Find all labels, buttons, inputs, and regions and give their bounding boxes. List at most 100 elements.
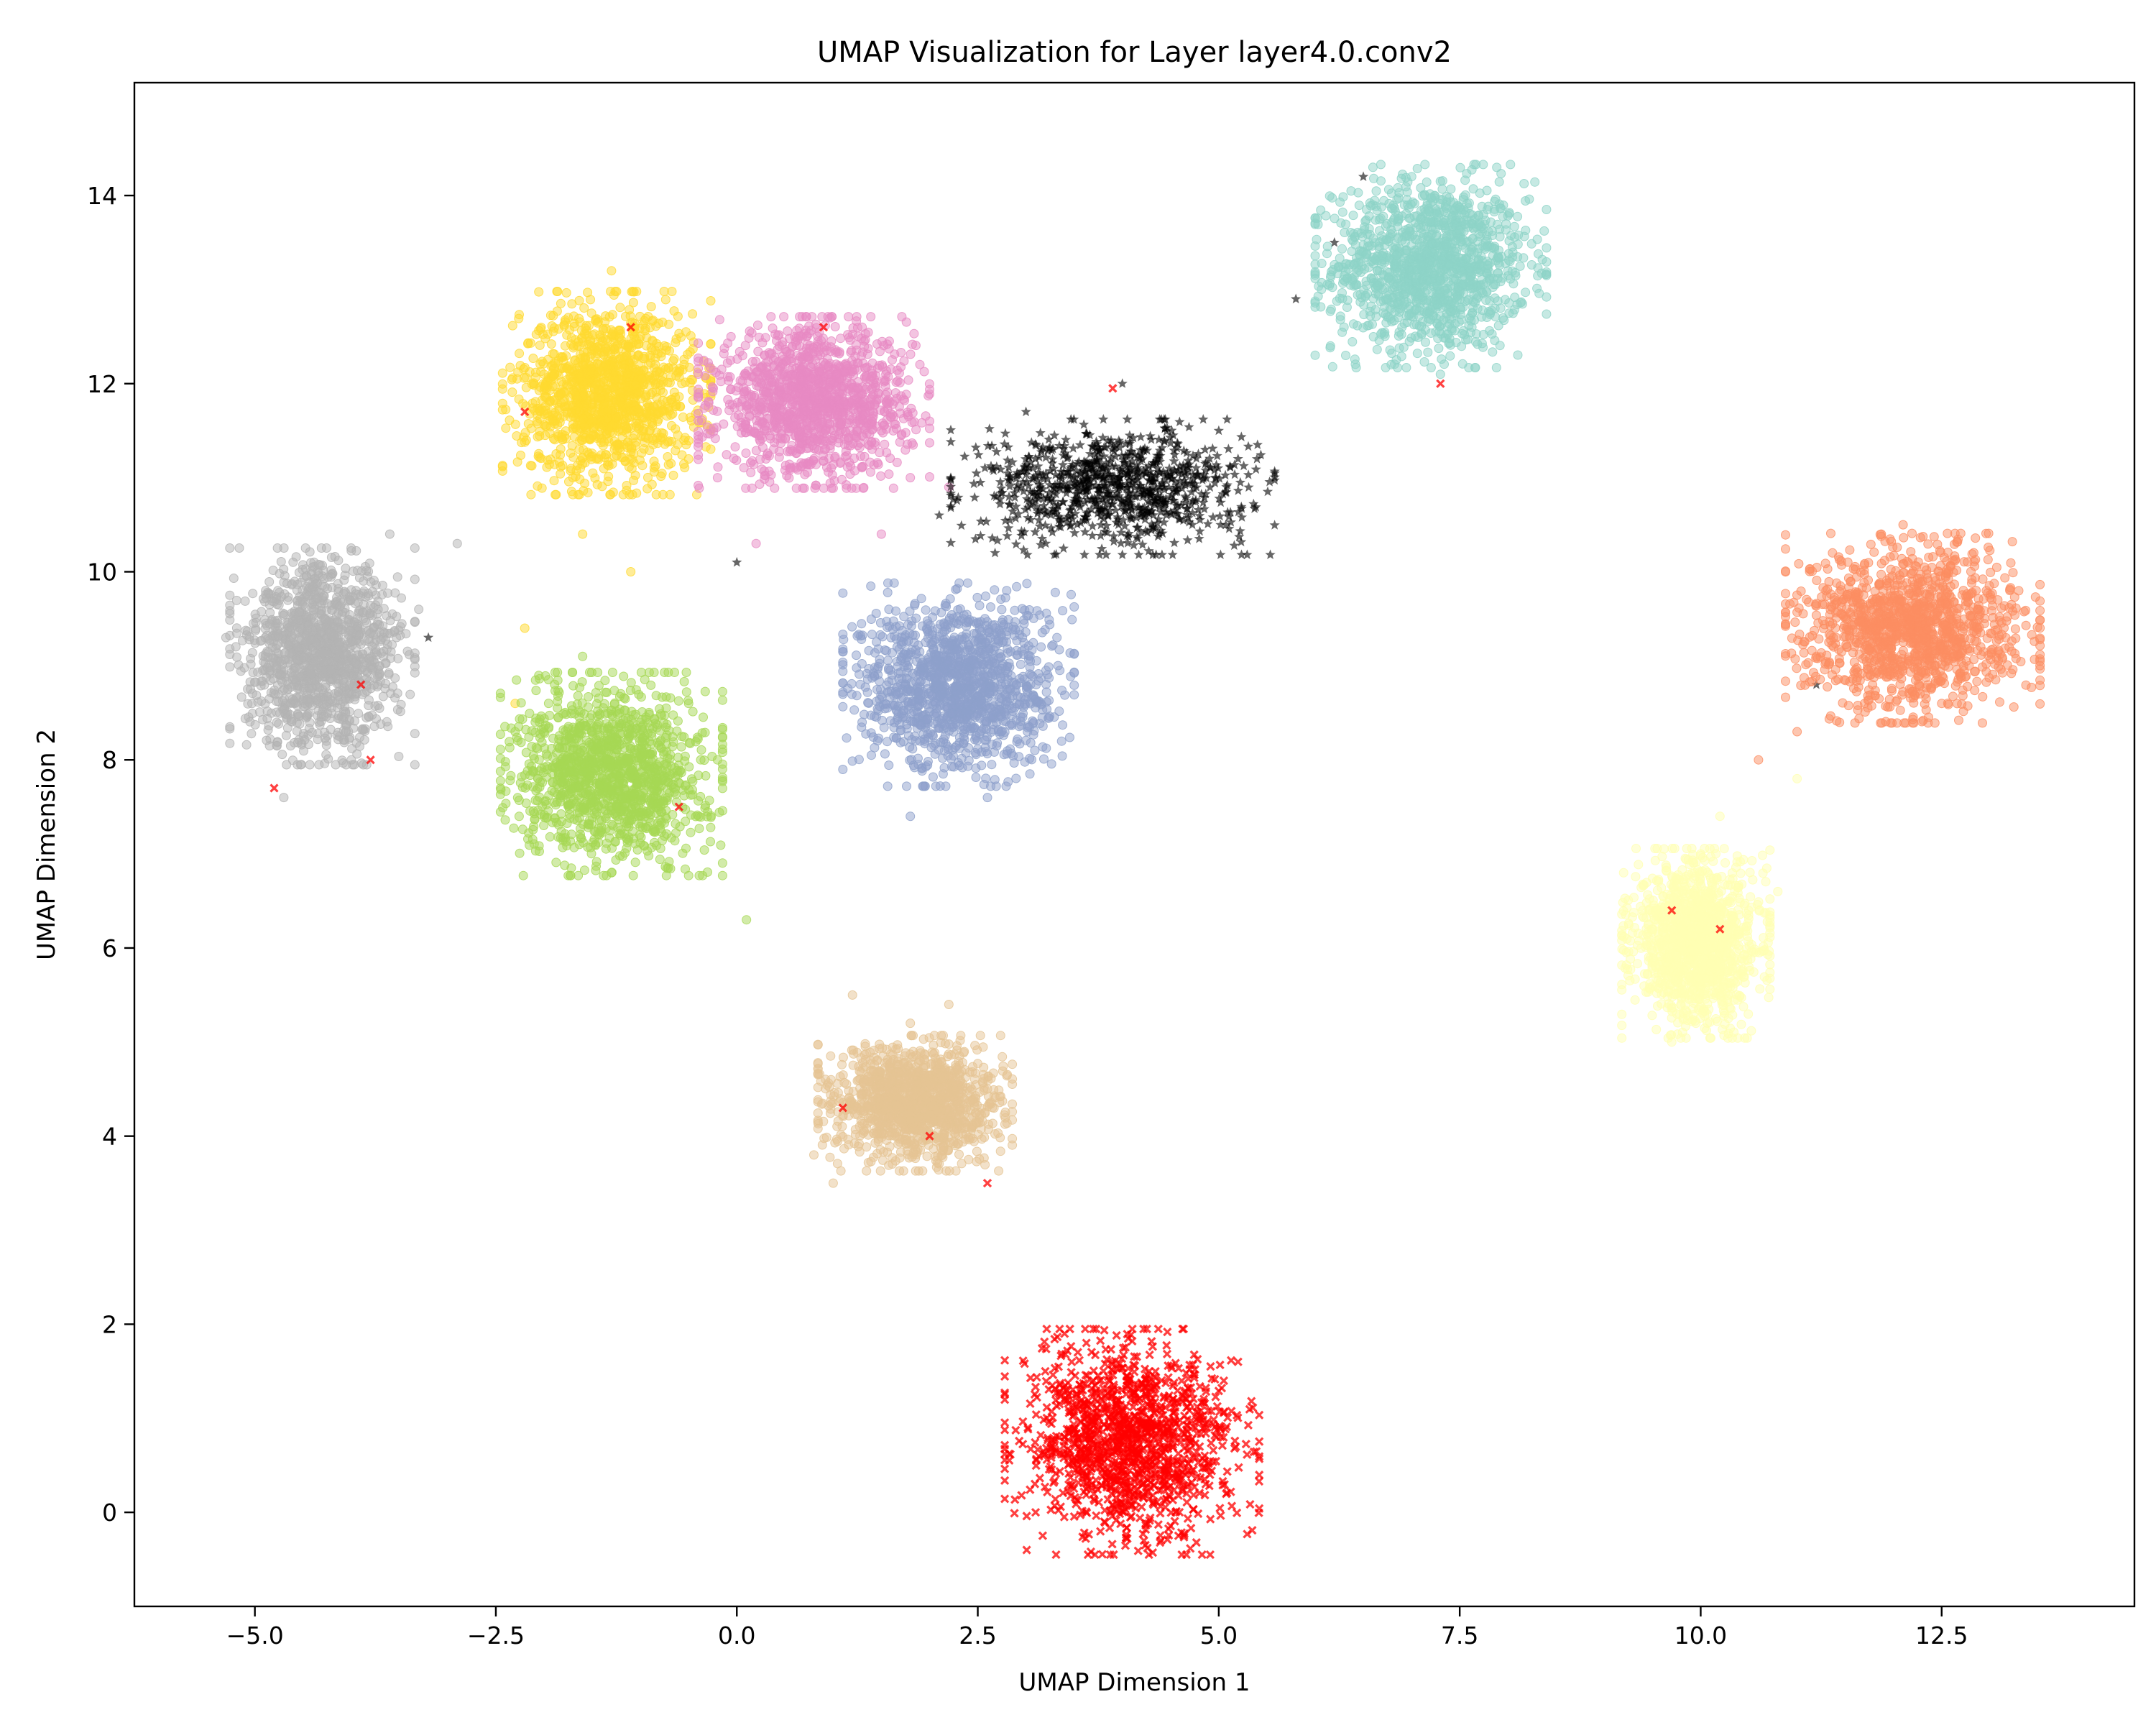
scatter-point [1494,177,1504,187]
scatter-point [782,356,792,366]
scatter-point [701,400,711,410]
scatter-point [1358,231,1368,242]
scatter-point [653,416,663,426]
scatter-point [559,321,569,331]
scatter-point [543,455,553,465]
scatter-point [741,448,751,458]
scatter-point [1313,219,1323,229]
scatter-point [825,478,835,488]
scatter-point [568,420,578,429]
scatter-point [550,489,561,500]
scatter-point [1371,186,1381,196]
scatter-point [673,368,683,377]
scatter-point [586,452,596,462]
scatter-point [563,361,573,371]
scatter-point [1442,295,1452,305]
scatter-point [726,355,735,365]
scatter-point [604,392,614,402]
scatter-point [526,489,536,500]
scatter-point [842,418,852,428]
scatter-point [694,441,704,451]
scatter-point [684,362,694,372]
scatter-point [766,312,776,322]
scatter-point [673,440,683,449]
scatter-point [1348,211,1358,221]
scatter-point [1402,187,1412,197]
scatter-point [1350,354,1360,364]
scatter-point [1411,273,1421,283]
scatter-point [1419,357,1429,367]
scatter-point [646,302,656,312]
scatter-point [1353,290,1363,300]
scatter-point [657,428,667,438]
scatter-point [774,452,784,462]
scatter-point [1493,219,1503,229]
scatter-point [1050,587,1060,597]
scatter-point [750,426,760,436]
scatter-point [729,454,739,464]
scatter-point [706,339,716,349]
scatter-point [1413,250,1423,260]
scatter-point [1447,211,1457,221]
scatter-point [1393,216,1403,226]
scatter-point [1478,160,1488,170]
scatter-point [903,375,913,385]
scatter-point [764,348,774,358]
scatter-point [801,312,811,322]
scatter-point [1427,257,1437,267]
scatter-point [798,376,808,386]
scatter-point [1357,261,1367,271]
scatter-point [1377,259,1387,270]
scatter-point [616,397,625,408]
scatter-point [894,402,904,412]
scatter-point [794,323,804,334]
scatter-point [535,340,545,350]
scatter-point [1519,253,1529,263]
scatter-point [897,312,907,322]
scatter-point [1341,351,1350,360]
scatter-point [781,392,791,402]
scatter-point [857,322,867,332]
scatter-point [875,405,885,415]
scatter-point [831,369,842,380]
scatter-point [1358,323,1368,333]
scatter-point [1339,322,1349,332]
scatter-point [1457,328,1467,339]
scatter-point [514,313,524,323]
scatter-point [756,378,766,388]
scatter-point [1383,272,1393,282]
scatter-point [683,349,693,359]
scatter-point [747,391,757,401]
scatter-point [685,413,695,423]
scatter-point [540,405,550,415]
scatter-point [520,437,530,447]
scatter-point [752,367,762,377]
scatter-point [838,588,848,598]
scatter-point [1398,170,1408,179]
scatter-point [519,373,529,383]
scatter-point [1341,267,1351,277]
scatter-point [507,321,517,331]
scatter-point [802,331,812,341]
scatter-point [883,587,893,597]
scatter-point [1457,315,1466,325]
scatter-point [520,623,530,633]
scatter-point [1495,341,1505,351]
scatter-point [1468,280,1478,290]
scatter-point [1421,337,1430,347]
scatter-point [1310,302,1320,312]
scatter-point [925,472,934,482]
scatter-point [1414,321,1424,331]
scatter-point [760,421,770,431]
scatter-point [1539,226,1549,236]
scatter-point [618,453,628,463]
scatter-point [876,529,886,539]
scatter-point [895,377,905,387]
scatter-point [579,359,589,369]
scatter-point [683,454,694,464]
scatter-point [772,336,781,346]
scatter-point [853,415,863,426]
scatter-point [811,480,821,490]
scatter-point [507,387,517,397]
scatter-point [694,450,704,460]
